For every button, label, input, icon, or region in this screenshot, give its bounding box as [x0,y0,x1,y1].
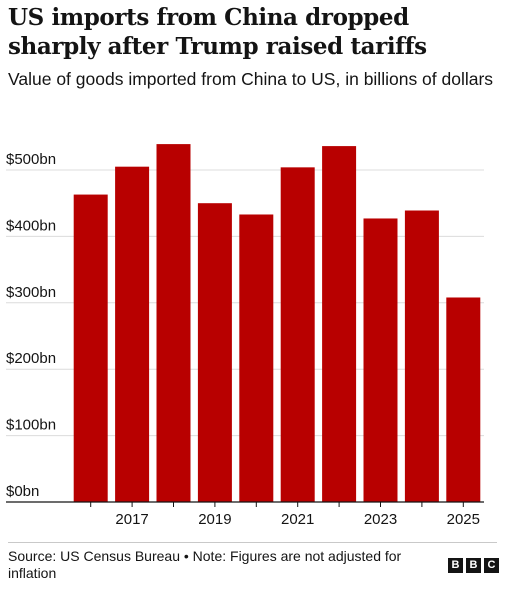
y-tick-label: $500bn [6,151,56,168]
chart-subtitle: Value of goods imported from China to US… [8,69,494,89]
bar-2021 [280,167,315,502]
bar-2025 [446,297,481,502]
bar-2016 [73,194,108,502]
bar-2023 [363,218,398,503]
y-tick-label: $0bn [6,483,39,500]
bbc-logo: B B C [448,558,499,573]
x-tick-label: 2025 [447,511,480,528]
x-tick-label: 2019 [198,511,231,528]
x-axis: 2017 2019 2021 2023 2025 [6,501,484,528]
bar-2020 [239,214,274,502]
footer-divider [8,542,497,543]
y-tick-label: $100bn [6,417,56,434]
bar-2019 [197,203,232,502]
chart-title: US imports from China dropped sharply af… [8,4,427,60]
x-tick-label: 2023 [364,511,397,528]
y-axis-labels: $0bn $100bn $200bn $300bn $400bn $500bn [6,151,56,500]
bar-2017 [115,166,150,502]
bar-2018 [156,144,191,502]
bar-chart: $0bn$100bn$200bn$300bn$400bn$500bn 2017 2… [6,144,484,528]
x-tick-label: 2021 [281,511,314,528]
bar-2022 [322,146,357,502]
bbc-logo-letter-b2: B [466,558,481,573]
bbc-logo-letter-b1: B [448,558,463,573]
bar-2024 [404,210,439,502]
bbc-logo-letter-c: C [484,558,499,573]
bars [73,144,481,503]
y-tick-label: $400bn [6,217,56,234]
x-tick-label: 2017 [115,511,148,528]
source-note: Source: US Census Bureau • Note: Figures… [8,548,402,581]
y-tick-label: $200bn [6,350,56,367]
y-tick-label: $300bn [6,284,56,301]
